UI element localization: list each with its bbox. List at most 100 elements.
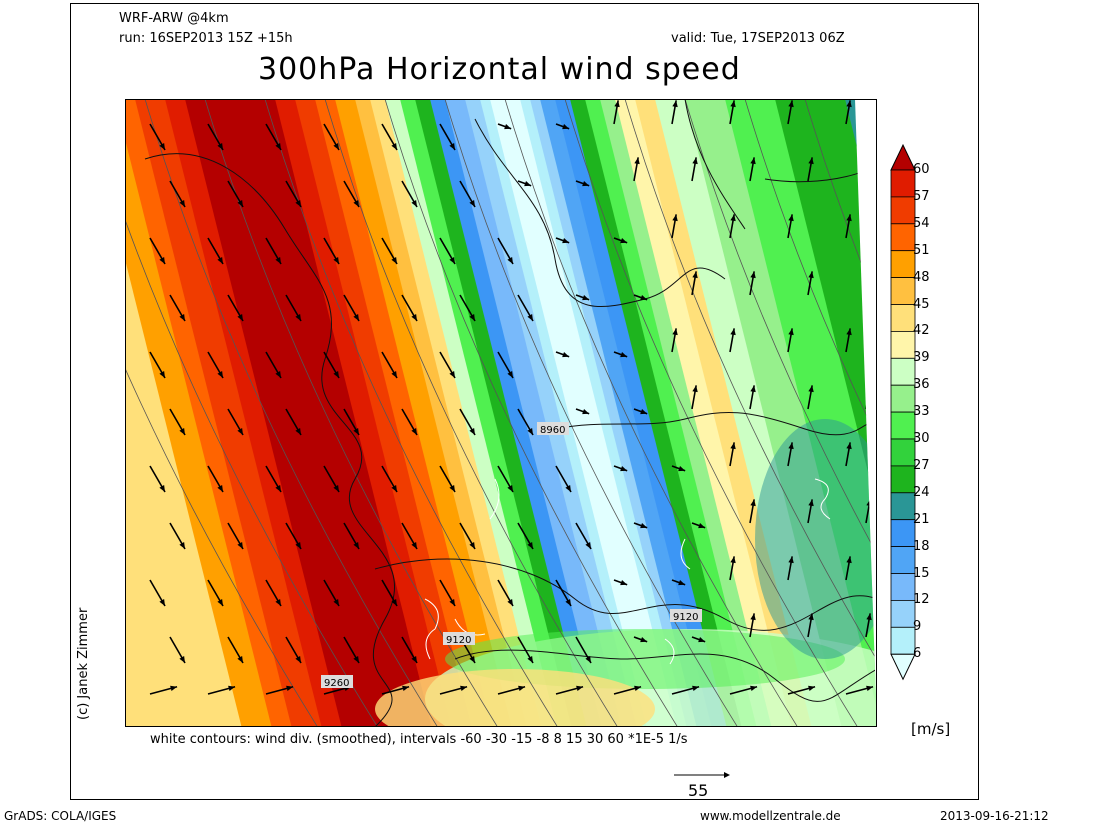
wind-arrow bbox=[865, 271, 872, 296]
wind-arrow bbox=[807, 499, 814, 524]
height-contour bbox=[384, 99, 686, 727]
colorbar-max-triangle bbox=[890, 143, 916, 171]
wind-arrow bbox=[439, 465, 456, 493]
footer-center: www.modellzentrale.de bbox=[700, 809, 841, 823]
wind-arrow bbox=[691, 157, 698, 182]
speed-band bbox=[520, 99, 691, 727]
colorbar-segment bbox=[890, 169, 916, 198]
contour-label: 9120 bbox=[673, 612, 698, 623]
wind-arrow bbox=[207, 237, 224, 265]
speed-band bbox=[385, 99, 561, 727]
colorbar-segment bbox=[890, 573, 916, 601]
height-contour bbox=[264, 99, 566, 727]
wind-arrow bbox=[343, 636, 360, 664]
reference-vector-label: 55 bbox=[688, 781, 709, 800]
wind-arrow bbox=[227, 522, 244, 550]
wind-arrow bbox=[381, 579, 398, 607]
colorbar-tick-label: 39 bbox=[913, 350, 930, 366]
wind-arrow bbox=[265, 579, 282, 607]
wind-arrow bbox=[401, 180, 418, 208]
unit-label: [m/s] bbox=[911, 720, 951, 738]
wind-arrow bbox=[575, 636, 592, 664]
colorbar-tick-label: 54 bbox=[913, 215, 930, 231]
wind-arrow bbox=[497, 351, 514, 379]
colorbar-segment bbox=[890, 465, 916, 494]
colorbar-segment bbox=[890, 304, 916, 332]
wind-arrow bbox=[729, 442, 736, 467]
wind-arrow bbox=[671, 685, 700, 695]
wind-arrow bbox=[207, 123, 224, 151]
wind-arrow bbox=[149, 123, 166, 151]
footnote: white contours: wind div. (smoothed), in… bbox=[150, 732, 688, 747]
wind-arrow bbox=[169, 522, 186, 550]
wind-arrow bbox=[517, 522, 534, 550]
height-contour bbox=[125, 99, 326, 727]
wind-arrow bbox=[787, 442, 794, 467]
wind-arrow bbox=[381, 465, 398, 493]
wind-arrow bbox=[787, 685, 816, 695]
wind-arrow bbox=[169, 294, 186, 322]
wind-arrow bbox=[227, 408, 244, 436]
wind-arrow bbox=[787, 328, 794, 353]
wind-arrow bbox=[845, 214, 852, 239]
wind-arrow bbox=[401, 522, 418, 550]
wind-arrow bbox=[439, 685, 468, 695]
wind-arrow bbox=[613, 237, 628, 244]
wind-arrow bbox=[575, 180, 590, 187]
wind-arrow bbox=[459, 180, 476, 208]
wind-arrow bbox=[343, 180, 360, 208]
wind-arrow bbox=[323, 237, 340, 265]
colorbar-tick-label: 15 bbox=[913, 565, 930, 581]
speed-band bbox=[185, 99, 436, 727]
wind-arrow bbox=[671, 100, 678, 125]
colorbar bbox=[890, 143, 916, 681]
wind-arrow bbox=[227, 294, 244, 322]
wind-arrow bbox=[845, 100, 852, 125]
wind-arrow bbox=[845, 442, 852, 467]
colorbar-segment bbox=[890, 223, 916, 252]
height-contour bbox=[504, 99, 806, 727]
colorbar-segment bbox=[890, 330, 916, 359]
wind-arrow bbox=[169, 180, 186, 208]
wind-arrow bbox=[633, 408, 648, 415]
wind-arrow bbox=[555, 685, 584, 695]
valid-label: valid: Tue, 17SEP2013 06Z bbox=[671, 31, 845, 46]
colorbar-segment bbox=[890, 277, 916, 305]
wind-arrow bbox=[787, 556, 794, 581]
wind-arrow bbox=[439, 579, 456, 607]
wind-arrow bbox=[285, 636, 302, 664]
wind-arrow bbox=[323, 351, 340, 379]
wind-arrow bbox=[729, 328, 736, 353]
wind-arrow bbox=[865, 613, 872, 638]
speed-band bbox=[400, 99, 576, 727]
colorbar-tick-label: 45 bbox=[913, 296, 930, 312]
wind-arrow bbox=[265, 237, 282, 265]
wind-arrow bbox=[807, 157, 814, 182]
wind-arrow bbox=[285, 180, 302, 208]
speed-band bbox=[295, 99, 476, 727]
speed-band bbox=[125, 99, 276, 727]
wind-arrow bbox=[285, 522, 302, 550]
colorbar-tick-label: 30 bbox=[913, 431, 930, 446]
wind-arrow bbox=[691, 636, 706, 643]
wind-arrow bbox=[555, 465, 572, 493]
colorbar-min-triangle bbox=[890, 653, 916, 681]
colorbar-segment bbox=[890, 196, 916, 225]
speed-band bbox=[444, 99, 626, 727]
colorbar-tick-label: 12 bbox=[913, 592, 930, 608]
speed-band bbox=[570, 99, 746, 727]
wind-arrow bbox=[749, 271, 756, 296]
speed-band bbox=[165, 99, 346, 727]
wind-arrow bbox=[207, 685, 236, 695]
height-contour bbox=[324, 99, 626, 727]
colorbar-segment bbox=[890, 411, 916, 440]
run-label: run: 16SEP2013 15Z +15h bbox=[119, 31, 293, 46]
wind-arrow bbox=[497, 237, 514, 265]
wind-arrow bbox=[149, 351, 166, 379]
colorbar-tick-label: 48 bbox=[913, 269, 930, 285]
wind-arrow bbox=[227, 636, 244, 664]
wind-arrow bbox=[381, 237, 398, 265]
wind-arrow bbox=[633, 636, 648, 643]
wind-arrow bbox=[555, 123, 570, 130]
wind-arrow bbox=[149, 579, 166, 607]
